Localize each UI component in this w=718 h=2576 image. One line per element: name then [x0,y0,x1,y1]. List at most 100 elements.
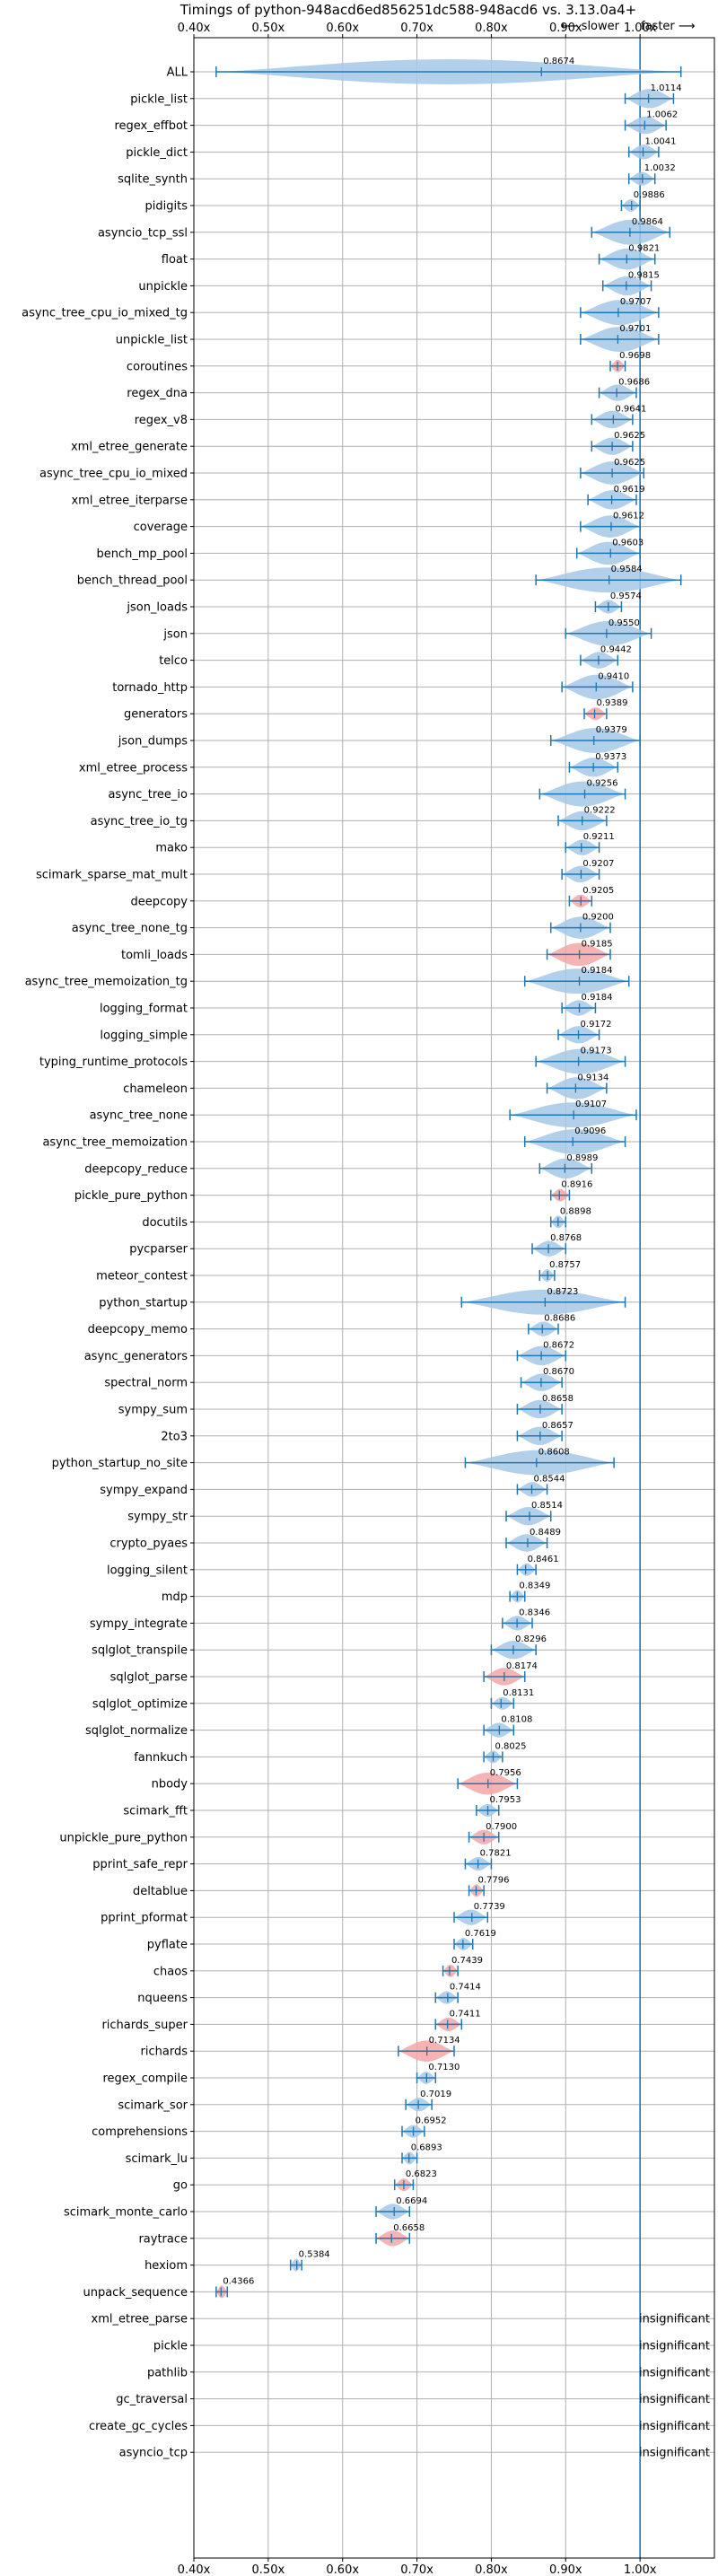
plot-frame [193,37,715,2559]
benchmark-label: scimark_fft [123,1805,188,1818]
geomean-label: 0.9222 [584,805,616,815]
geomean-label: 0.7821 [480,1849,512,1859]
geomean-label: 0.4366 [223,2276,254,2286]
benchmark-label: tomli_loads [121,949,188,962]
geomean-label: 0.8723 [547,1287,578,1297]
geomean-label: 0.9707 [620,297,652,307]
benchmark-label: pprint_safe_repr [92,1858,188,1871]
benchmark-label: sqlglot_parse [110,1671,188,1685]
geomean-label: 0.6952 [416,2116,447,2126]
geomean-label: 1.0062 [646,110,678,120]
geomean-label: 0.8670 [543,1367,574,1377]
benchmark-label: json_loads [126,601,188,615]
geomean-label: 0.7739 [474,1902,505,1912]
benchmark-label: logging_simple [100,1029,188,1042]
benchmark-label: comprehensions [92,2125,188,2139]
geomean-label: 0.9389 [597,698,628,708]
benchmark-label: unpickle [138,280,188,294]
geomean-label: 0.8898 [560,1206,591,1216]
benchmark-label: regex_effbot [114,119,188,133]
x-tick-label-bottom: 0.80x [475,2563,508,2576]
benchmark-label: gc_traversal [116,2393,188,2406]
x-tick-label-bottom: 0.70x [400,2563,433,2576]
geomean-label: 0.9612 [613,512,644,521]
geomean-label: 0.8916 [561,1180,592,1190]
benchmark-label: async_tree_io [108,788,188,802]
geomean-label: 0.9886 [634,190,665,200]
benchmark-label: regex_compile [102,2072,188,2086]
geomean-label: 1.0032 [644,163,676,173]
geomean-label: 0.8489 [530,1528,561,1538]
benchmark-label: scimark_monte_carlo [64,2206,188,2220]
benchmark-label: bench_mp_pool [96,548,188,561]
benchmark-label: pidigits [145,200,188,214]
geomean-label: 0.9256 [586,779,617,789]
geomean-label: 0.9134 [577,1073,609,1082]
x-tick-label-bottom: 0.50x [252,2563,285,2576]
benchmark-label: pickle [153,2340,188,2353]
geomean-label: 0.7130 [428,2063,460,2072]
geomean-label: 0.9701 [619,324,651,334]
geomean-label: 0.9603 [612,538,644,548]
geomean-label: 0.7953 [490,1795,521,1805]
geomean-label: 0.6658 [393,2223,425,2233]
geomean-label: 0.8108 [501,1715,532,1725]
benchmark-label: regex_v8 [135,414,188,427]
geomean-label: 0.9373 [595,752,626,762]
benchmark-label: async_tree_memoization [42,1136,188,1150]
geomean-label: 0.9864 [632,217,663,227]
benchmark-label: bench_thread_pool [77,574,188,588]
benchmark-label: raytrace [138,2232,188,2246]
geomean-label: 0.9211 [583,832,615,842]
benchmark-label: typing_runtime_protocols [39,1056,188,1069]
benchmark-label: scimark_sparse_mat_mult [36,869,188,882]
benchmark-label: async_tree_memoization_tg [25,976,188,989]
geomean-label: 0.8544 [534,1474,565,1484]
geomean-label: 0.7900 [486,1822,517,1832]
benchmark-label: scimark_sor [118,2098,188,2112]
benchmark-label: chaos [153,1965,188,1978]
geomean-label: 0.9185 [582,939,613,949]
geomean-label: 0.9207 [582,859,614,869]
geomean-label: 0.9625 [614,458,645,468]
geomean-label: 0.8174 [506,1661,538,1671]
benchmark-label: deltablue [133,1885,188,1898]
geomean-label: 0.9550 [609,618,640,628]
geomean-label: 0.9184 [582,966,613,976]
benchmark-label: scimark_lu [126,2152,188,2166]
benchmark-label: mdp [162,1590,188,1604]
benchmark-label: fannkuch [134,1751,188,1765]
benchmark-label: hexiom [144,2259,188,2273]
benchmark-label: async_tree_cpu_io_mixed [39,468,188,481]
benchmark-label: xml_etree_parse [92,2313,188,2326]
x-tick-label-top: 0.90x [549,22,582,35]
chart-title: Timings of python-948acd6ed856251dc588-9… [180,2,636,18]
geomean-label: 1.0041 [645,136,677,146]
geomean-label: 0.6893 [411,2142,442,2152]
geomean-label: 0.9410 [598,671,629,681]
geomean-label: 0.6694 [396,2196,427,2206]
benchmark-label: asyncio_tcp [119,2447,188,2460]
benchmark-label: json_dumps [118,735,188,749]
geomean-label: 0.8674 [543,57,574,66]
benchmark-label: sympy_sum [118,1404,188,1417]
geomean-label: 0.8658 [542,1394,574,1404]
geomean-label: 0.9821 [628,244,660,254]
x-tick-label-top: 1.00x [624,22,657,35]
benchmark-label: python_startup [99,1296,188,1310]
insignificant-label: insignificant [639,2447,710,2460]
geomean-label: 0.9172 [581,1020,612,1030]
benchmark-label: richards_super [101,2019,188,2032]
geomean-label: 0.7019 [420,2090,451,2099]
x-tick-label-top: 0.50x [252,22,285,35]
geomean-label: 0.9205 [582,886,614,896]
benchmark-label: crypto_pyaes [109,1538,188,1551]
benchmark-label: richards [141,2046,188,2059]
geomean-label: 0.9442 [600,645,632,655]
geomean-label: 1.0114 [651,83,682,93]
benchmark-label: sqlglot_optimize [92,1697,188,1711]
benchmark-label: deepcopy_reduce [84,1162,188,1176]
geomean-label: 0.8296 [515,1634,547,1644]
insignificant-label: insignificant [639,2340,710,2353]
benchmark-label: telco [159,654,188,668]
